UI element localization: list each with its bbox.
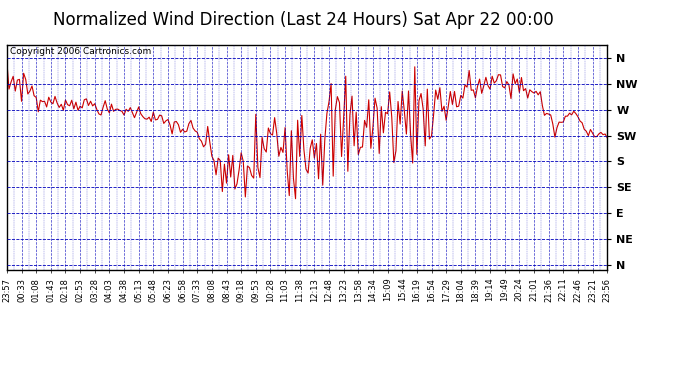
Text: Normalized Wind Direction (Last 24 Hours) Sat Apr 22 00:00: Normalized Wind Direction (Last 24 Hours… (53, 11, 554, 29)
Text: Copyright 2006 Cartronics.com: Copyright 2006 Cartronics.com (10, 47, 151, 56)
